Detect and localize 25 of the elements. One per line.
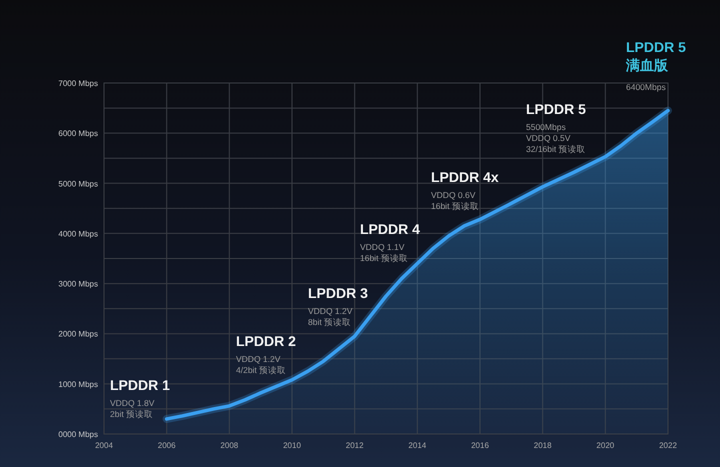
- x-tick-label: 2014: [408, 441, 427, 450]
- y-tick-label: 7000 Mbps: [58, 79, 98, 88]
- x-tick-label: 2008: [220, 441, 239, 450]
- annotation: LPDDR 3 VDDQ 1.2V 8bit 预读取: [308, 285, 368, 327]
- x-tick-label: 2012: [346, 441, 364, 450]
- y-tick-label: 4000 Mbps: [58, 229, 98, 238]
- x-tick-label: 2010: [283, 441, 302, 450]
- y-tick-label: 2000 Mbps: [58, 330, 98, 339]
- y-tick-label: 3000 Mbps: [58, 280, 98, 289]
- x-tick-label: 2004: [95, 441, 114, 450]
- y-tick-label: 1000 Mbps: [58, 380, 98, 389]
- x-tick-label: 2022: [659, 441, 678, 450]
- annotation: LPDDR 1 VDDQ 1.8V 2bit 预读取: [110, 377, 170, 419]
- y-tick-label: 6000 Mbps: [58, 129, 98, 138]
- annotation: LPDDR 4 VDDQ 1.1V 16bit 预读取: [360, 221, 420, 263]
- x-tick-label: 2016: [471, 441, 490, 450]
- annotation: LPDDR 4x VDDQ 0.6V 16bit 预读取: [431, 169, 499, 211]
- y-tick-label: 0000 Mbps: [58, 430, 98, 439]
- y-tick-label: 5000 Mbps: [58, 179, 98, 188]
- annotation: LPDDR 2 VDDQ 1.2V 4/2bit 预读取: [236, 333, 296, 375]
- x-tick-label: 2020: [596, 441, 615, 450]
- annotation: LPDDR 5 满血版 6400Mbps: [625, 39, 686, 92]
- x-tick-label: 2006: [158, 441, 176, 450]
- x-tick-label: 2018: [534, 441, 552, 450]
- annotation: LPDDR 5 5500Mbps VDDQ 0.5V 32/16bit 预读取: [526, 101, 586, 154]
